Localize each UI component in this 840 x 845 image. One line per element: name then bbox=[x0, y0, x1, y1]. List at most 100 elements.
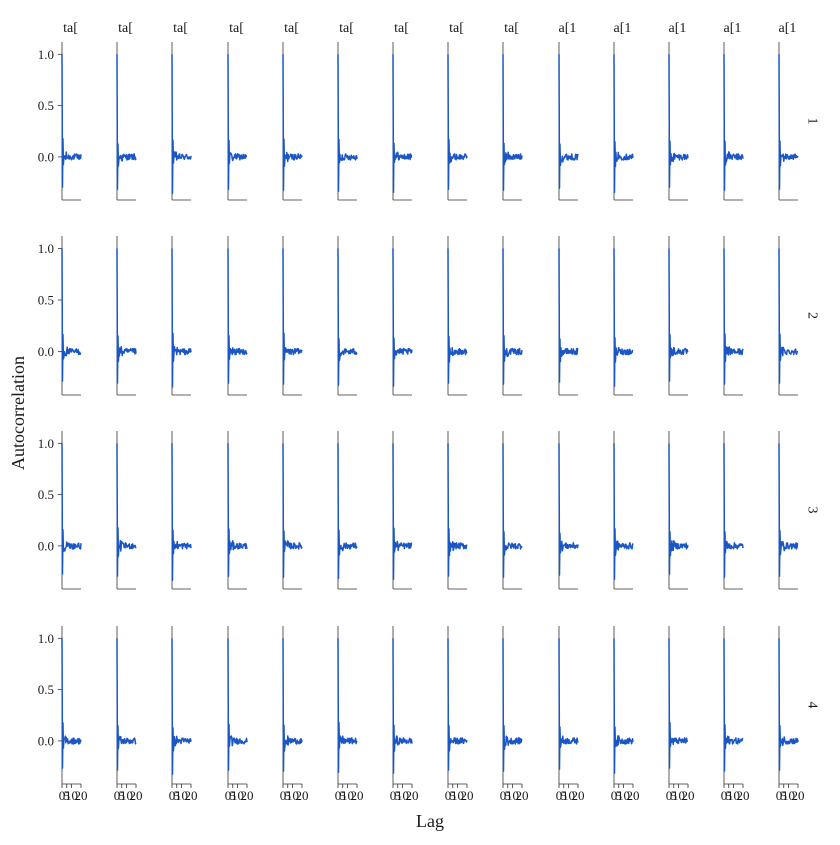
x-tick-label: 0 bbox=[335, 788, 342, 803]
acf-series-line bbox=[227, 248, 248, 384]
acf-series-line bbox=[116, 54, 137, 190]
x-tick-label: 5 bbox=[230, 788, 237, 803]
y-tick-label: 0.0 bbox=[38, 538, 54, 553]
acf-series-line bbox=[447, 638, 468, 771]
acf-series-line bbox=[227, 54, 248, 190]
x-tick-label: 0 bbox=[776, 788, 783, 803]
x-tick-label: 20 bbox=[516, 788, 529, 803]
x-tick-label: 10 bbox=[396, 788, 409, 803]
column-strip-label: ta[ bbox=[118, 21, 133, 36]
x-tick-label: 0 bbox=[611, 788, 618, 803]
column-strip-label: a[1 bbox=[669, 21, 687, 36]
x-tick-label: 5 bbox=[395, 788, 402, 803]
acf-series-line bbox=[116, 443, 137, 577]
x-tick-label: 10 bbox=[175, 788, 188, 803]
x-tick-label: 5 bbox=[450, 788, 457, 803]
acf-series-line bbox=[282, 54, 303, 191]
x-tick-label: 5 bbox=[285, 788, 292, 803]
column-strip-label: ta[ bbox=[339, 21, 354, 36]
acf-series-line bbox=[337, 638, 358, 773]
x-tick-label: 20 bbox=[185, 788, 198, 803]
x-tick-label: 5 bbox=[505, 788, 512, 803]
y-tick-label: 0.5 bbox=[38, 487, 54, 502]
acf-series-line bbox=[778, 54, 799, 190]
acf-series-line bbox=[392, 248, 413, 387]
acf-series-line bbox=[392, 443, 413, 580]
acf-series-line bbox=[61, 248, 82, 382]
x-tick-label: 0 bbox=[721, 788, 728, 803]
x-tick-label: 5 bbox=[671, 788, 678, 803]
x-tick-label: 10 bbox=[286, 788, 299, 803]
x-tick-label: 10 bbox=[562, 788, 575, 803]
y-tick-label: 1.0 bbox=[38, 241, 54, 256]
x-tick-label: 5 bbox=[119, 788, 126, 803]
acf-series-line bbox=[227, 443, 248, 577]
x-tick-label: 0 bbox=[500, 788, 507, 803]
acf-series-line bbox=[447, 248, 468, 384]
x-tick-label: 0 bbox=[666, 788, 673, 803]
acf-series-line bbox=[558, 248, 579, 383]
acf-series-line bbox=[502, 54, 523, 191]
column-strip-label: ta[ bbox=[229, 21, 244, 36]
x-tick-label: 20 bbox=[682, 788, 695, 803]
acf-series-line bbox=[171, 248, 192, 389]
acf-series-line bbox=[668, 248, 689, 382]
acf-series-line bbox=[668, 54, 689, 188]
y-tick-label: 1.0 bbox=[38, 436, 54, 451]
y-tick-label: 1.0 bbox=[38, 47, 54, 62]
x-tick-label: 10 bbox=[451, 788, 464, 803]
column-strip-label: a[1 bbox=[724, 21, 742, 36]
y-tick-label: 0.0 bbox=[38, 733, 54, 748]
acf-series-line bbox=[723, 443, 744, 578]
acf-series-line bbox=[282, 248, 303, 385]
x-tick-label: 10 bbox=[120, 788, 133, 803]
acf-series-line bbox=[282, 638, 303, 772]
x-tick-label: 20 bbox=[75, 788, 88, 803]
x-tick-label: 10 bbox=[617, 788, 630, 803]
acf-series-line bbox=[613, 54, 634, 194]
y-tick-label: 0.0 bbox=[38, 149, 54, 164]
y-tick-label: 0.5 bbox=[38, 293, 54, 308]
x-tick-label: 0 bbox=[169, 788, 176, 803]
x-tick-label: 0 bbox=[556, 788, 563, 803]
x-tick-label: 20 bbox=[572, 788, 585, 803]
x-tick-label: 10 bbox=[727, 788, 740, 803]
acf-series-line bbox=[723, 248, 744, 385]
y-tick-label: 0.5 bbox=[38, 682, 54, 697]
acf-series-line bbox=[282, 443, 303, 578]
x-tick-label: 20 bbox=[241, 788, 254, 803]
y-tick-label: 1.0 bbox=[38, 631, 54, 646]
x-tick-label: 5 bbox=[726, 788, 733, 803]
column-strip-label: a[1 bbox=[559, 21, 577, 36]
acf-series-line bbox=[392, 54, 413, 194]
x-tick-label: 5 bbox=[174, 788, 181, 803]
acf-series-line bbox=[171, 638, 192, 775]
x-tick-label: 5 bbox=[64, 788, 71, 803]
x-tick-label: 5 bbox=[340, 788, 347, 803]
acf-series-line bbox=[392, 638, 413, 774]
x-axis-title: Lag bbox=[416, 811, 444, 831]
acf-series-line bbox=[502, 443, 523, 578]
row-strip-label: 2 bbox=[805, 312, 820, 319]
x-tick-label: 10 bbox=[231, 788, 244, 803]
acf-series-line bbox=[778, 443, 799, 577]
x-tick-label: 5 bbox=[561, 788, 568, 803]
y-tick-label: 0.0 bbox=[38, 344, 54, 359]
acf-series-line bbox=[447, 443, 468, 577]
acf-series-line bbox=[778, 248, 799, 384]
acf-series-line bbox=[337, 443, 358, 579]
x-tick-label: 0 bbox=[280, 788, 287, 803]
acf-series-line bbox=[171, 54, 192, 195]
x-tick-label: 0 bbox=[390, 788, 397, 803]
x-tick-label: 5 bbox=[616, 788, 623, 803]
x-tick-label: 10 bbox=[341, 788, 354, 803]
acf-series-line bbox=[502, 248, 523, 385]
x-tick-label: 20 bbox=[351, 788, 364, 803]
column-strip-label: ta[ bbox=[504, 21, 519, 36]
y-axis-title: Autocorrelation bbox=[8, 356, 28, 470]
acf-series-line bbox=[613, 248, 634, 387]
acf-series-line bbox=[171, 443, 192, 582]
x-tick-label: 10 bbox=[782, 788, 795, 803]
